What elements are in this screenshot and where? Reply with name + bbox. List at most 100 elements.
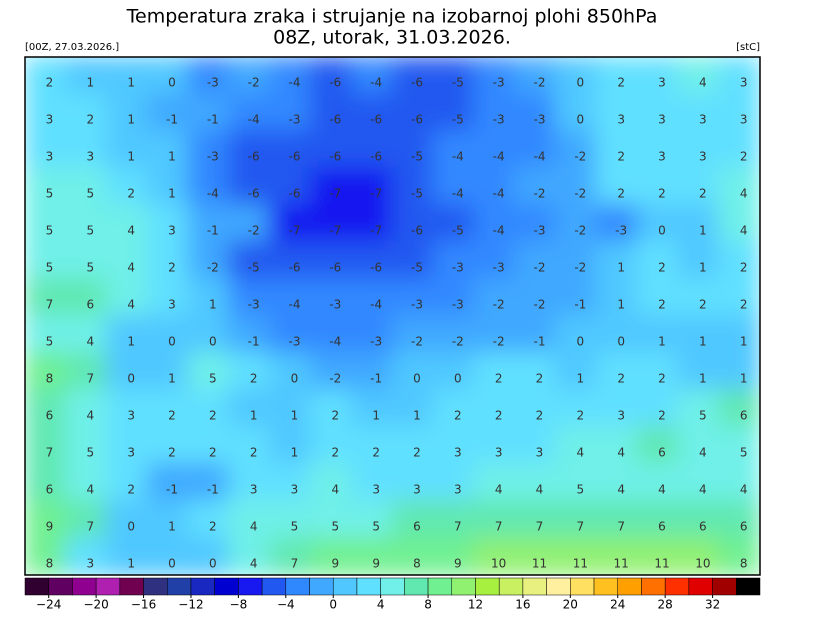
temperature-label: 1 (87, 75, 95, 89)
colorbar-label: 8 (424, 598, 432, 612)
field-cell (554, 57, 598, 95)
field-cell (187, 93, 231, 132)
field-cell (595, 130, 639, 169)
temperature-label: -7 (370, 223, 382, 237)
field-cell (554, 500, 598, 539)
temperature-label: 1 (127, 112, 135, 126)
field-cell (269, 278, 312, 317)
colorbar-label: −20 (83, 598, 108, 612)
colorbar-swatch (475, 577, 500, 596)
temperature-label: 2 (454, 408, 462, 422)
field-cell (391, 315, 435, 354)
temperature-label: 2 (413, 445, 421, 459)
field-cell (391, 167, 435, 206)
temperature-label: 6 (658, 445, 666, 459)
temperature-label: 2 (577, 408, 585, 422)
temperature-label: 5 (740, 445, 748, 459)
field-cell (718, 537, 760, 575)
field-cell (146, 130, 190, 169)
temperature-label: 2 (168, 408, 176, 422)
temperature-label: -3 (534, 223, 546, 237)
field-cell (64, 352, 108, 391)
field-cell (350, 389, 394, 428)
temperature-label: -3 (493, 112, 505, 126)
temperature-label: -2 (493, 334, 505, 348)
field-cell (309, 241, 353, 280)
field-cell (64, 389, 108, 428)
temperature-label: -2 (574, 186, 586, 200)
temperature-label: 11 (573, 556, 588, 570)
field-cell (595, 352, 639, 391)
field-cell (636, 57, 680, 95)
field-cell (350, 426, 394, 465)
field-cell (514, 537, 557, 575)
field-cell (25, 204, 67, 243)
field-cell (350, 241, 394, 280)
field-cell (269, 426, 312, 465)
field-cell (350, 278, 394, 317)
temperature-label: -2 (411, 334, 423, 348)
temperature-label: 4 (740, 186, 748, 200)
temperature-label: -6 (329, 112, 341, 126)
temperature-label: 0 (209, 556, 217, 570)
temperature-label: 7 (617, 519, 625, 533)
temperature-label: 1 (372, 408, 380, 422)
temperature-label: 7 (291, 556, 299, 570)
temperature-label: 4 (699, 482, 707, 496)
temperature-label: 10 (695, 556, 710, 570)
field-cell (391, 500, 435, 539)
temperature-label: 4 (250, 519, 258, 533)
temperature-label: 0 (127, 371, 135, 385)
field-cell (146, 167, 190, 206)
temperature-label: -3 (248, 297, 260, 311)
temperature-label: 2 (658, 260, 666, 274)
field-cell (514, 389, 557, 428)
temperature-label: 4 (740, 482, 748, 496)
temperature-label: 6 (87, 297, 95, 311)
field-cell (514, 315, 557, 354)
field-cell (636, 204, 680, 243)
field-cell (25, 167, 67, 206)
temperature-label: 8 (413, 556, 421, 570)
temperature-label: -2 (207, 260, 219, 274)
temperature-label: 2 (87, 112, 95, 126)
field-cell (636, 130, 680, 169)
field-cell (64, 463, 108, 502)
temperature-label: 4 (87, 334, 95, 348)
temperature-label: -5 (452, 75, 464, 89)
colorbar-label: −4 (277, 598, 295, 612)
field-cell (187, 57, 231, 95)
colorbar-label: 32 (705, 598, 720, 612)
temperature-label: 4 (127, 260, 135, 274)
field-cell (350, 93, 394, 132)
temperature-label: 1 (617, 297, 625, 311)
field-cell (554, 204, 598, 243)
field-cell (718, 426, 760, 465)
temperature-label: 3 (495, 445, 503, 459)
colorbar-swatch (736, 577, 761, 596)
field-cell (636, 426, 680, 465)
temperature-label: 4 (87, 408, 95, 422)
field-cell (269, 204, 312, 243)
temperature-label: -4 (289, 75, 301, 89)
field-cell (228, 537, 271, 575)
temperature-label: 2 (617, 75, 625, 89)
field-cell (187, 204, 231, 243)
temperature-label: 2 (46, 75, 54, 89)
temperature-label: 8 (46, 371, 54, 385)
temperature-label: -3 (534, 112, 546, 126)
temperature-label: 2 (209, 445, 217, 459)
field-cell (25, 130, 67, 169)
temperature-label: 3 (658, 149, 666, 163)
temperature-label: 5 (87, 260, 95, 274)
temperature-label: 2 (168, 445, 176, 459)
temperature-label: -6 (411, 75, 423, 89)
temperature-label: -1 (574, 297, 586, 311)
field-cell (554, 130, 598, 169)
colorbar-swatch (356, 577, 381, 596)
field-cell (554, 537, 598, 575)
field-cell (677, 537, 721, 575)
temperature-label: -2 (493, 297, 505, 311)
field-cell (105, 204, 149, 243)
field-cell (595, 500, 639, 539)
